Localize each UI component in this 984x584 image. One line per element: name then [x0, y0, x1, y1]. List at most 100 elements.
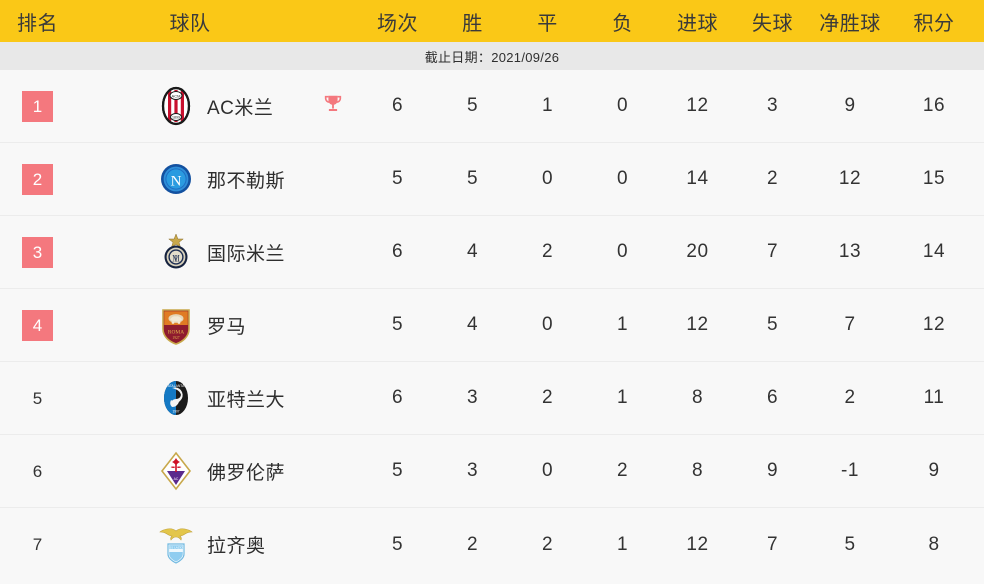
matches-played-value: 5: [391, 168, 404, 189]
goal-difference-value: 9: [844, 95, 856, 116]
matches-won-value: 5: [466, 95, 479, 116]
matches-won-value: 3: [466, 460, 479, 481]
column-header-played[interactable]: 场次: [377, 12, 418, 35]
team-cell[interactable]: I M 国际米兰: [75, 232, 305, 272]
team-cell[interactable]: SS LAZIO 拉齐奥: [75, 525, 305, 565]
goals-against-value: 9: [766, 460, 779, 481]
matches-drawn-value: 0: [541, 314, 554, 335]
goals-for-value: 20: [686, 241, 709, 262]
svg-text:SS LAZIO: SS LAZIO: [169, 545, 183, 549]
matches-won-value: 4: [466, 314, 479, 335]
svg-text:N: N: [171, 174, 182, 190]
points-value: 16: [922, 95, 946, 116]
team-cell[interactable]: ROMA 1927 罗马: [75, 305, 305, 345]
goal-difference-value: 12: [838, 168, 862, 189]
matches-lost-value: 1: [616, 533, 629, 555]
column-header-goals-for[interactable]: 进球: [677, 12, 718, 35]
fiorentina-crest: AC: [159, 451, 193, 491]
svg-text:ROMA: ROMA: [168, 330, 184, 336]
rank-cell: 5: [0, 383, 75, 414]
table-row[interactable]: 4 ROMA 1927 罗马 5 4 0 1 12 5 7 12: [0, 289, 984, 362]
lazio-crest: SS LAZIO: [159, 525, 193, 565]
table-row[interactable]: 7 SS LAZIO 拉齐奥 5 2 2 1 12 7 5 8: [0, 508, 984, 581]
matches-won-value: 2: [466, 533, 479, 555]
team-cell[interactable]: AC 佛罗伦萨: [75, 451, 305, 491]
svg-text:AC: AC: [174, 477, 179, 481]
matches-played-value: 5: [391, 460, 404, 481]
svg-text:ACM: ACM: [172, 93, 181, 98]
team-name: 亚特兰大: [207, 389, 286, 411]
table-row[interactable]: 1 ACM 1899 AC米兰 6 5 1 0 12 3 9 16: [0, 70, 984, 143]
matches-played-value: 6: [391, 387, 404, 408]
team-cell[interactable]: ACM 1899 AC米兰: [75, 86, 305, 126]
table-body: 1 ACM 1899 AC米兰 6 5 1 0 12 3 9 16 2: [0, 70, 984, 581]
svg-text:1907: 1907: [172, 410, 179, 414]
rank-badge: 1: [22, 90, 53, 122]
matches-played-value: 5: [391, 314, 404, 335]
napoli-crest: N: [159, 159, 193, 199]
goals-for-value: 14: [686, 168, 709, 189]
deadline-band: 截止日期：2021/09/26: [0, 42, 984, 70]
goal-difference-value: 5: [844, 533, 856, 555]
points-value: 11: [923, 387, 945, 408]
team-cell[interactable]: ATALANTA 1907 亚特兰大: [75, 378, 305, 418]
svg-text:1899: 1899: [172, 116, 180, 120]
matches-drawn-value: 0: [541, 168, 554, 189]
column-header-goal-difference[interactable]: 净胜球: [819, 12, 881, 35]
matches-lost-value: 0: [616, 168, 629, 189]
matches-won-value: 5: [466, 168, 479, 189]
matches-drawn-value: 2: [541, 533, 554, 555]
goals-against-value: 7: [766, 533, 779, 555]
goals-for-value: 12: [686, 533, 709, 555]
table-header: 排名 球队 场次 胜 平 负 进球 失球 净胜球 积分: [0, 0, 984, 42]
goal-difference-value: 13: [838, 241, 862, 262]
table-row[interactable]: 3 I M 国际米兰 6 4 2 0 20 7 13 14: [0, 216, 984, 289]
matches-played-value: 6: [391, 241, 404, 262]
team-name: AC米兰: [207, 97, 274, 119]
matches-played-value: 5: [391, 533, 404, 555]
team-name: 国际米兰: [207, 243, 286, 265]
matches-won-value: 4: [466, 241, 479, 262]
column-header-won[interactable]: 胜: [462, 12, 483, 35]
points-value: 14: [922, 241, 946, 262]
table-row[interactable]: 6 AC 佛罗伦萨 5 3 0 2 8 9 -1 9: [0, 435, 984, 508]
rank-badge: 2: [22, 163, 53, 195]
table-row[interactable]: 5 ATALANTA 1907 亚特兰大 6 3 2 1 8 6 2 11: [0, 362, 984, 435]
rank-cell: 4: [0, 309, 75, 341]
ac-milan-crest: ACM 1899: [159, 86, 193, 126]
rank-cell: 1: [0, 90, 75, 122]
svg-text:M: M: [172, 254, 180, 264]
rank-value: 6: [32, 461, 43, 481]
points-value: 8: [928, 533, 940, 555]
points-value: 9: [928, 460, 940, 481]
rank-cell: 6: [0, 456, 75, 487]
points-value: 15: [922, 168, 946, 189]
matches-lost-value: 1: [616, 387, 629, 408]
rank-cell: 3: [0, 236, 75, 268]
team-cell[interactable]: N 那不勒斯: [75, 159, 305, 199]
goals-for-value: 12: [686, 95, 709, 116]
goal-difference-value: 2: [844, 387, 856, 408]
team-name: 拉齐奥: [207, 536, 266, 557]
matches-drawn-value: 0: [541, 460, 554, 481]
rank-cell: 2: [0, 163, 75, 195]
svg-text:ATALANTA: ATALANTA: [168, 384, 186, 388]
rank-value: 7: [32, 535, 43, 554]
column-header-lost[interactable]: 负: [612, 12, 633, 35]
points-value: 12: [922, 314, 946, 335]
column-header-drawn[interactable]: 平: [537, 12, 558, 35]
column-header-goals-against[interactable]: 失球: [752, 12, 793, 35]
roma-crest: ROMA 1927: [159, 305, 193, 345]
goals-against-value: 7: [766, 241, 779, 262]
matches-drawn-value: 1: [541, 95, 554, 116]
rank-value: 5: [32, 388, 43, 408]
goals-against-value: 5: [766, 314, 779, 335]
matches-drawn-value: 2: [541, 241, 554, 262]
goals-for-value: 8: [691, 387, 704, 408]
table-row[interactable]: 2 N 那不勒斯 5 5 0 0 14 2 12 15: [0, 143, 984, 216]
column-header-points[interactable]: 积分: [913, 12, 955, 35]
column-header-team[interactable]: 球队: [169, 12, 211, 35]
column-header-rank[interactable]: 排名: [17, 12, 58, 35]
goals-for-value: 12: [686, 314, 709, 335]
